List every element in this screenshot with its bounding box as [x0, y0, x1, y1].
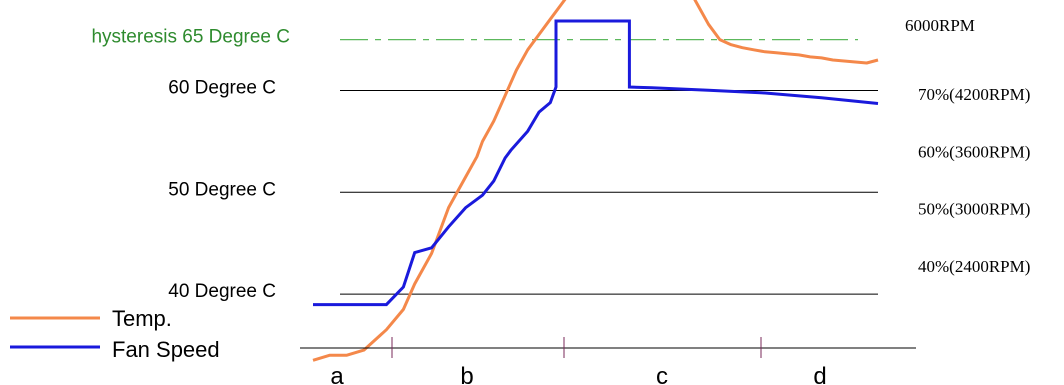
section-label-c: c: [656, 363, 668, 385]
right-axis-label-6000: 6000RPM: [905, 16, 975, 35]
right-axis-label-3000: 50%(3000RPM): [918, 200, 1030, 219]
left-axis-label-40: 40 Degree C: [168, 281, 276, 302]
gridlines: [340, 38, 878, 295]
series-layer: [312, 0, 879, 362]
section-axis: a b c d: [300, 337, 916, 385]
right-axis-label-3600: 60%(3600RPM): [918, 142, 1030, 161]
hysteresis-label: hysteresis 65 Degree C: [91, 27, 290, 48]
section-label-b: b: [460, 363, 473, 385]
left-axis-label-50: 50 Degree C: [168, 179, 276, 200]
series-line-temp: [312, 0, 879, 362]
legend-label-temp: Temp.: [112, 306, 172, 331]
section-label-a: a: [330, 363, 344, 385]
series-line-fan-speed: [313, 19, 879, 307]
left-axis-labels: 70 Degree C60 Degree C50 Degree C40 Degr…: [91, 27, 290, 303]
section-label-d: d: [813, 363, 826, 385]
right-axis-label-4200: 70%(4200RPM): [918, 85, 1030, 104]
right-axis-labels: 6000RPM 70%(4200RPM) 60%(3600RPM) 50%(3000R…: [905, 16, 1030, 276]
legend: Temp. Fan Speed: [10, 306, 220, 362]
legend-label-fan-speed: Fan Speed: [112, 337, 220, 362]
left-axis-label-60: 60 Degree C: [168, 78, 276, 99]
right-axis-label-2400: 40%(2400RPM): [918, 257, 1030, 276]
